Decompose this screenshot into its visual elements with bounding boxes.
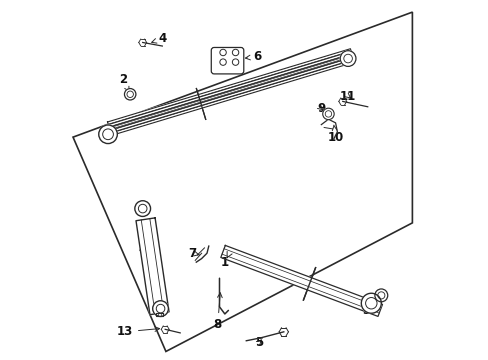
Text: 7: 7 — [188, 247, 199, 260]
Circle shape — [361, 293, 381, 313]
Text: 10: 10 — [327, 125, 343, 144]
Polygon shape — [136, 218, 169, 315]
Text: 2: 2 — [119, 73, 129, 92]
FancyBboxPatch shape — [211, 48, 244, 74]
Polygon shape — [107, 51, 352, 133]
Polygon shape — [107, 49, 352, 130]
Text: 9: 9 — [317, 102, 325, 115]
Text: 4: 4 — [151, 32, 166, 45]
Circle shape — [124, 89, 136, 100]
Text: 3: 3 — [361, 296, 379, 317]
Polygon shape — [221, 246, 382, 316]
Text: 1: 1 — [221, 256, 228, 269]
Circle shape — [340, 51, 355, 66]
Text: 12: 12 — [138, 230, 154, 255]
Circle shape — [374, 289, 387, 302]
Circle shape — [135, 201, 150, 216]
Text: 5: 5 — [254, 336, 263, 349]
Polygon shape — [107, 54, 352, 136]
Circle shape — [99, 125, 117, 144]
Circle shape — [322, 108, 333, 120]
Polygon shape — [156, 313, 163, 316]
Text: 13: 13 — [117, 325, 159, 338]
Text: 6: 6 — [245, 50, 261, 63]
Text: 11: 11 — [339, 90, 355, 103]
Polygon shape — [73, 12, 411, 351]
Circle shape — [152, 301, 168, 316]
Text: 8: 8 — [213, 293, 222, 331]
